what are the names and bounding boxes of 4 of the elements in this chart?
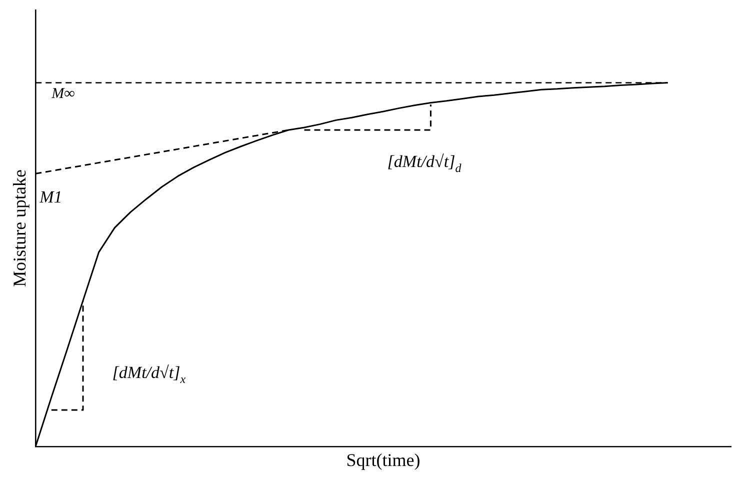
annotation: M1 [38,187,62,206]
ref-line-label: M∞ [50,86,76,102]
x-axis-title: Sqrt(time) [346,450,420,470]
y-axis-title: Moisture uptake [10,169,30,287]
